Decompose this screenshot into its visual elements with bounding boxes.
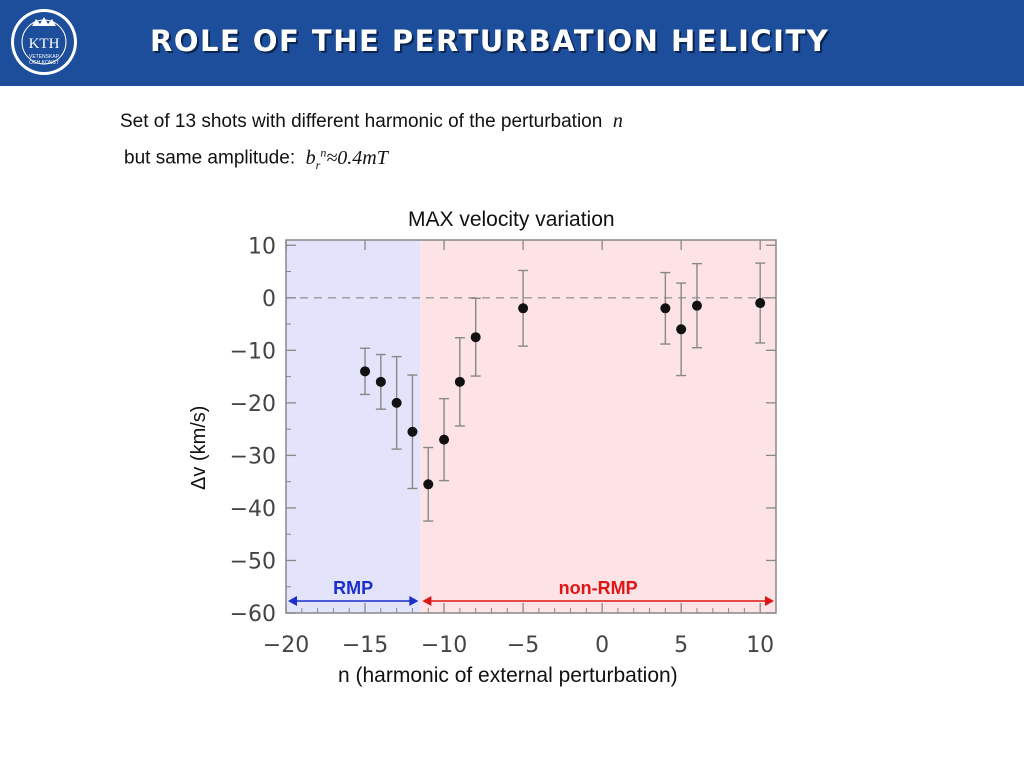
y-tick-label: −60 <box>230 602 276 627</box>
data-point <box>407 426 418 437</box>
intro-text: Set of 13 shots with different harmonic … <box>120 106 623 180</box>
formula-base: b <box>305 146 316 169</box>
data-point <box>691 300 702 311</box>
x-tick-label: 0 <box>595 633 609 658</box>
data-point <box>439 434 450 445</box>
y-tick-label: 0 <box>262 287 276 312</box>
region-label-non-rmp: non-RMP <box>559 578 638 598</box>
intro-line-1: Set of 13 shots with different harmonic … <box>120 106 623 137</box>
y-tick-label: −10 <box>230 339 276 364</box>
y-tick-label: −40 <box>230 497 276 522</box>
x-tick-label: −15 <box>342 633 388 658</box>
logo-text: KTH <box>29 36 60 52</box>
y-tick-label: 10 <box>248 234 276 259</box>
data-point <box>360 366 371 377</box>
logo-subtext-2: OCH KONST <box>29 60 59 66</box>
region-arrowhead-left <box>288 596 297 606</box>
y-tick-label: −50 <box>230 549 276 574</box>
x-axis-label: n (harmonic of external perturbation) <box>338 664 678 687</box>
x-tick-label: 10 <box>746 633 774 658</box>
x-tick-label: 5 <box>674 633 688 658</box>
x-tick-label: −10 <box>421 633 467 658</box>
kth-logo: KTH VETENSKAP OCH KONST <box>11 9 77 75</box>
region-non-rmp <box>420 240 776 613</box>
data-point <box>660 303 671 314</box>
region-rmp <box>286 240 421 613</box>
region-arrowhead-left <box>422 596 432 606</box>
formula-sub: r <box>315 157 321 172</box>
x-tick-label: −5 <box>507 633 539 658</box>
data-point <box>423 479 434 490</box>
data-point <box>375 376 386 387</box>
data-point <box>391 397 402 408</box>
data-point <box>454 376 465 387</box>
data-point <box>518 303 529 314</box>
formula-sup: n <box>320 145 327 159</box>
region-arrowhead-right <box>409 596 419 606</box>
formula-rest: ≈0.4mT <box>326 146 388 169</box>
y-tick-label: −30 <box>230 444 276 469</box>
harmonic-symbol: n <box>612 110 623 132</box>
header-bar: KTH VETENSKAP OCH KONST ROLE OF THE PERT… <box>0 0 1024 86</box>
data-point <box>470 332 481 343</box>
y-tick-label: −20 <box>230 392 276 417</box>
intro-line-2: but same amplitude: brn≈0.4mT <box>120 137 623 180</box>
page-title: ROLE OF THE PERTURBATION HELICITY <box>150 24 830 58</box>
region-label-rmp: RMP <box>333 578 373 598</box>
region-arrowhead-right <box>765 596 774 606</box>
logo-subtext-1: VETENSKAP <box>29 54 60 60</box>
chart-title: MAX velocity variation <box>408 208 615 231</box>
intro-line-1-text: Set of 13 shots with different harmonic … <box>120 111 603 132</box>
amplitude-formula: brn≈0.4mT <box>305 145 388 172</box>
data-point <box>676 324 687 335</box>
intro-line-2-text: but same amplitude: <box>124 147 296 169</box>
data-point <box>755 298 766 309</box>
plot-frame <box>285 239 777 614</box>
x-tick-label: −20 <box>263 633 309 658</box>
